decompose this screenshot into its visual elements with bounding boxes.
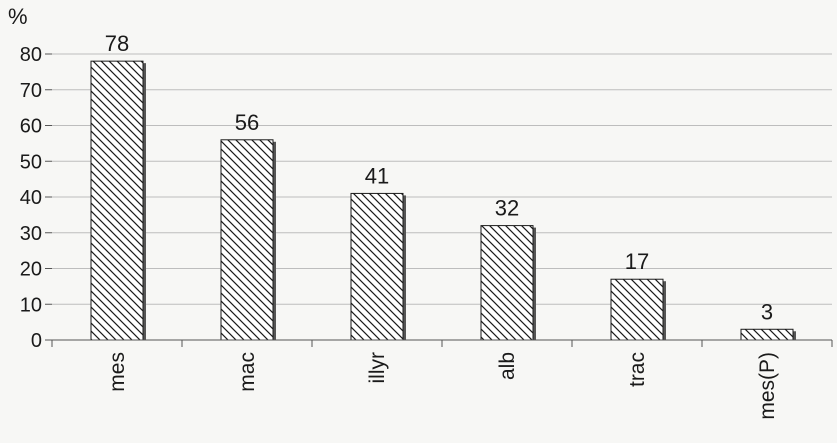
y-tick-label-0: 0: [31, 330, 42, 352]
y-axis-ticks: 0 10 20 30 40 50 60 70 80: [20, 44, 52, 352]
bar-illyr: [350, 192, 406, 341]
bar-rect: [480, 225, 534, 341]
category-label-trac: trac: [626, 352, 649, 387]
y-tick-label-60: 60: [20, 116, 42, 138]
bar-rect: [610, 278, 664, 341]
y-tick-label-80: 80: [20, 44, 42, 66]
category-label-mes(P): mes(P): [756, 352, 779, 420]
x-axis: [51, 339, 833, 347]
bar-rect: [220, 139, 274, 341]
data-label-illyr: 41: [365, 163, 389, 188]
category-label-illyr: illyr: [366, 352, 389, 384]
gridlines: [52, 53, 832, 305]
y-tick-label-50: 50: [20, 151, 42, 173]
category-label-mac: mac: [236, 352, 259, 392]
y-tick-label-30: 30: [20, 223, 42, 245]
bar-rect: [740, 328, 794, 341]
y-tick-label-10: 10: [20, 294, 42, 316]
bar-trac: [610, 278, 666, 341]
y-axis-unit-label: %: [8, 4, 28, 29]
bar-mes(P): [740, 328, 796, 341]
bar-rect: [90, 60, 144, 341]
data-label-mes: 78: [105, 31, 129, 56]
bar-mes: [90, 60, 146, 341]
data-labels: 78 56 41 32 17 3: [105, 31, 773, 324]
y-tick-label-70: 70: [20, 80, 42, 102]
data-label-mac: 56: [235, 110, 259, 135]
bar-mac: [220, 139, 276, 341]
y-tick-label-40: 40: [20, 187, 42, 209]
bar-alb: [480, 225, 536, 341]
category-label-alb: alb: [496, 352, 519, 380]
bars: [90, 60, 796, 341]
bar-rect: [350, 192, 404, 341]
data-label-trac: 17: [625, 249, 649, 274]
y-tick-label-20: 20: [20, 259, 42, 281]
category-label-mes: mes: [106, 352, 129, 392]
data-label-mes(P): 3: [761, 299, 773, 324]
data-label-alb: 32: [495, 196, 519, 221]
category-labels: mes mac illyr alb trac mes(P): [106, 352, 779, 420]
